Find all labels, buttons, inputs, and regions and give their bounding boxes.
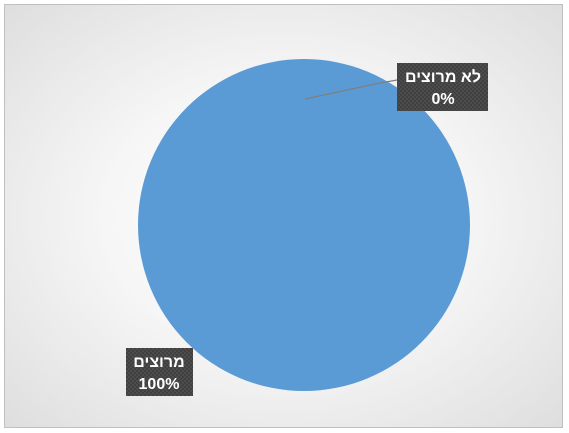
data-label-value: 100% — [139, 376, 180, 393]
data-label-satisfied: מרוצים 100% — [126, 348, 193, 396]
data-label-category: מרוצים — [133, 354, 184, 371]
leader-line-not-satisfied — [304, 79, 398, 100]
pie-slice-satisfied — [138, 59, 470, 391]
data-label-not-satisfied: לא מרוצים 0% — [397, 63, 488, 111]
data-label-value: 0% — [431, 91, 454, 108]
data-label-category: לא מרוצים — [405, 68, 481, 86]
